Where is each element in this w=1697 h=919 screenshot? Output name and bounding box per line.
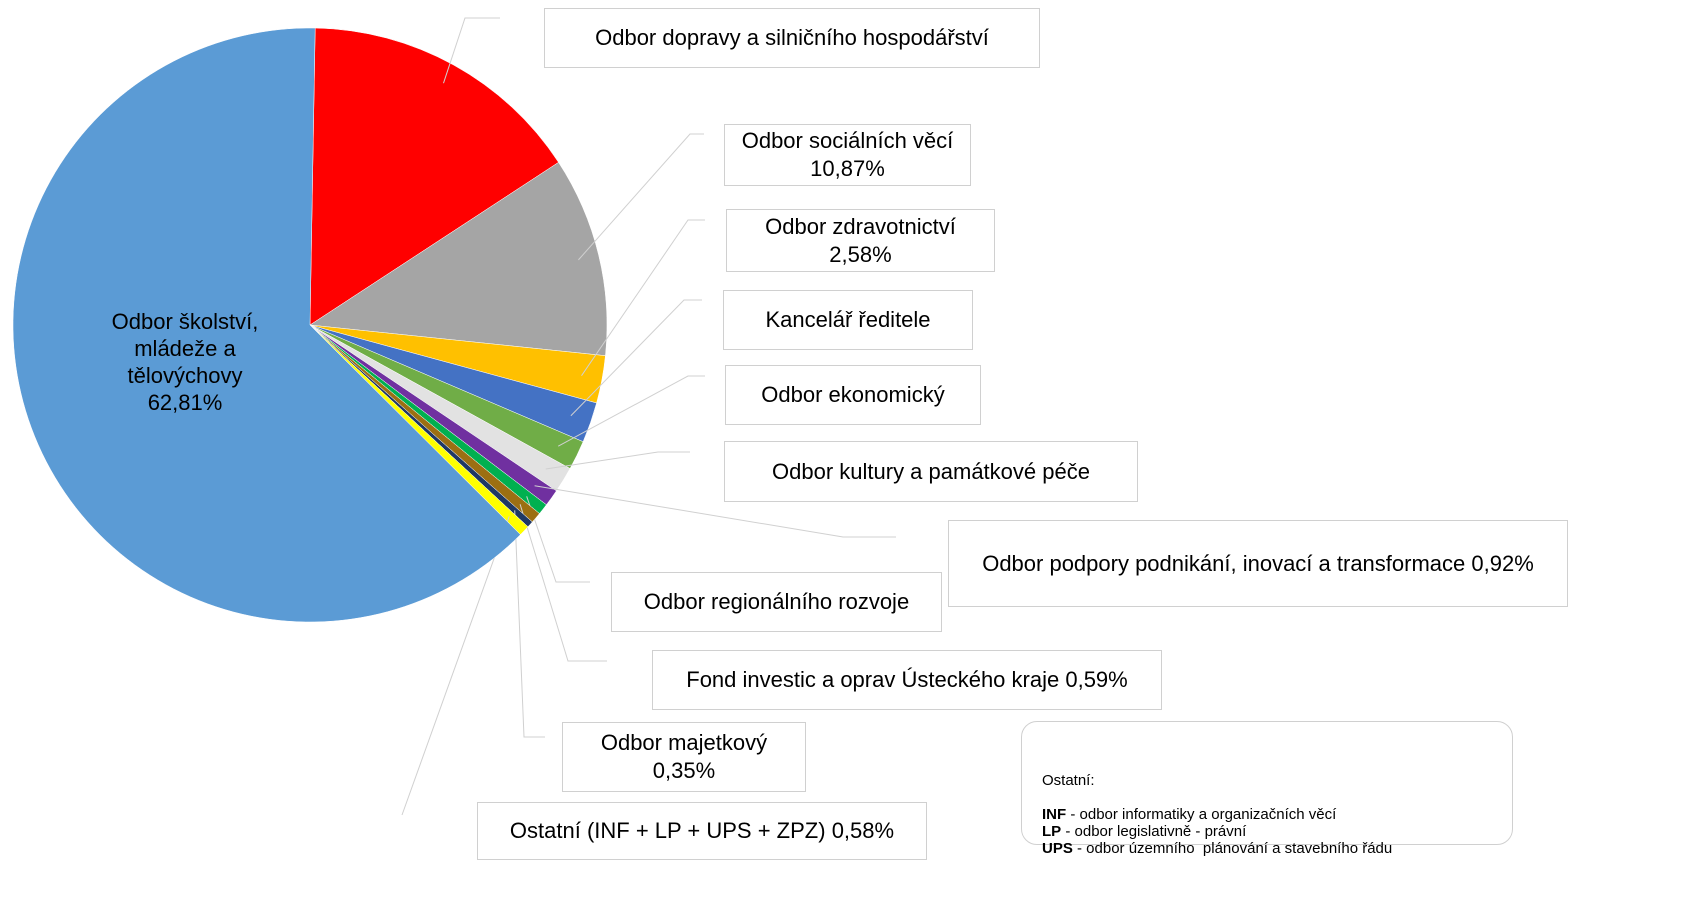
value-label: 2,58% bbox=[829, 241, 892, 267]
leader-line bbox=[443, 17, 500, 84]
note-item: UPS - odbor územního plánování a stavebn… bbox=[1042, 840, 1492, 857]
label-text: Odbor ekonomický bbox=[761, 381, 944, 409]
value-label: 0,59% bbox=[1065, 667, 1128, 692]
pie-slice bbox=[309, 162, 608, 356]
value-label: 0,35% bbox=[652, 758, 716, 783]
label-text: Odbor kultury a památkové péče bbox=[772, 458, 1090, 486]
label-text: Odbor podpory podnikání, inovací a trans… bbox=[982, 550, 1534, 578]
note-title: Ostatní: bbox=[1042, 772, 1095, 789]
category-label: Odbor majetkový bbox=[600, 730, 768, 755]
value-label: 62,81% bbox=[147, 390, 223, 415]
label-box: Kancelář ředitele bbox=[723, 290, 973, 350]
note-text: - odbor územního plánování a stavebního … bbox=[1077, 840, 1393, 857]
label-box: Odbor kultury a památkové péče bbox=[724, 441, 1138, 502]
label-text: Fond investic a oprav Ústeckého kraje 0,… bbox=[686, 666, 1127, 694]
label-text: Ostatní (INF + LP + UPS + ZPZ) 0,58% bbox=[510, 817, 894, 845]
category-label: Odbor ekonomický bbox=[761, 382, 945, 407]
note-abbr: LP bbox=[1042, 823, 1062, 840]
category-label: Odbor školství, mládeže a tělovýchovy bbox=[111, 309, 259, 388]
label-text: Odbor majetkový 0,35% bbox=[601, 729, 767, 785]
label-box: Fond investic a oprav Ústeckého kraje 0,… bbox=[652, 650, 1162, 710]
inner-label: Odbor školství, mládeže a tělovýchovy 62,… bbox=[85, 308, 285, 416]
leader-line bbox=[519, 504, 607, 662]
leader-line bbox=[578, 133, 704, 261]
leader-line bbox=[557, 375, 705, 447]
pie-slice bbox=[309, 27, 559, 326]
value-label: 0,58% bbox=[831, 818, 895, 843]
category-label: Odbor sociálních věcí bbox=[741, 128, 954, 153]
leader-line bbox=[581, 219, 705, 376]
leader-line bbox=[526, 496, 590, 583]
note-abbr: INF bbox=[1042, 806, 1067, 823]
leader-line bbox=[570, 299, 702, 417]
leader-line bbox=[534, 485, 896, 538]
label-box: Odbor regionálního rozvoje bbox=[611, 572, 942, 632]
leader-line bbox=[514, 510, 545, 738]
value-label: 0,92% bbox=[1471, 550, 1534, 576]
label-text: Odbor dopravy a silničního hospodářství bbox=[595, 24, 989, 52]
pie-slice bbox=[12, 27, 521, 623]
category-label: Odbor dopravy a silničního hospodářství bbox=[595, 25, 989, 50]
category-label: Odbor regionálního rozvoje bbox=[643, 589, 910, 614]
label-text: Odbor regionálního rozvoje bbox=[644, 588, 909, 616]
note-item: LP - odbor legislativně - právní bbox=[1042, 823, 1492, 840]
leader-line bbox=[401, 516, 510, 816]
note-box: Ostatní: INF - odbor informatiky a organ… bbox=[1021, 721, 1513, 857]
note-item: INF - odbor informatiky a organizačních … bbox=[1042, 806, 1492, 823]
category-label: Odbor kultury a památkové péče bbox=[772, 458, 1090, 484]
category-label: Ostatní (INF + LP + UPS + ZPZ) bbox=[509, 818, 826, 843]
category-label: Odbor podpory podnikání, inovací a trans… bbox=[982, 550, 1466, 576]
category-label: Kancelář ředitele bbox=[765, 307, 931, 332]
note-text: - odbor legislativně - právní bbox=[1065, 823, 1247, 840]
value-label: 10,87% bbox=[810, 156, 885, 181]
leader-line bbox=[545, 451, 690, 470]
label-box: Odbor ekonomický bbox=[725, 365, 981, 425]
label-box: Odbor podpory podnikání, inovací a trans… bbox=[948, 520, 1568, 607]
category-label: Odbor zdravotnictví bbox=[765, 213, 956, 239]
label-box: Ostatní (INF + LP + UPS + ZPZ) 0,58% bbox=[477, 802, 927, 860]
note-text: - odbor informatiky a organizačních věcí bbox=[1070, 806, 1337, 823]
label-text: Kancelář ředitele bbox=[765, 306, 930, 334]
label-text: Odbor sociálních věcí 10,87% bbox=[742, 127, 954, 183]
label-box: Odbor sociálních věcí 10,87% bbox=[724, 124, 971, 186]
label-box: Odbor dopravy a silničního hospodářství bbox=[544, 8, 1040, 68]
category-label: Fond investic a oprav Ústeckého kraje bbox=[686, 667, 1060, 692]
label-box: Odbor majetkový 0,35% bbox=[562, 722, 806, 792]
label-box: Odbor zdravotnictví 2,58% bbox=[726, 209, 995, 272]
label-text: Odbor zdravotnictví 2,58% bbox=[765, 213, 956, 269]
note-abbr: UPS bbox=[1042, 840, 1073, 857]
